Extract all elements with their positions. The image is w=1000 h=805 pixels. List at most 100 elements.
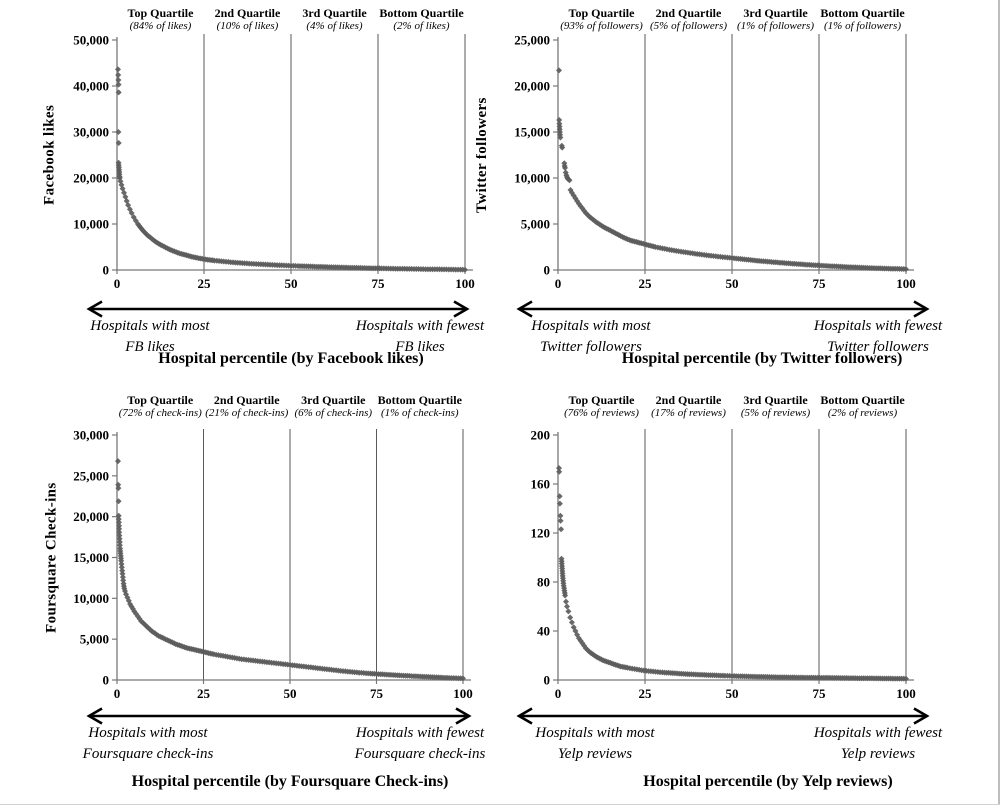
double-headed-arrow [86, 707, 472, 725]
scatter-plot: 0 40 80 120 160 200 0 25 50 75 100 [531, 428, 916, 702]
y-tick-label: 25,000 [514, 33, 550, 48]
arrow-head-left [516, 707, 533, 725]
data-markers [556, 67, 909, 273]
x-tick-label: 25 [639, 276, 653, 291]
quartile-note: (4% of likes) [306, 20, 363, 33]
y-tick-label: 0 [103, 673, 110, 688]
quartile-header-row: Top Quartile (84% of likes) 2nd Quartile(… [117, 6, 465, 34]
x-tick-label: 0 [555, 686, 562, 701]
y-axis-title: Twitter followers [476, 97, 489, 213]
panel-foursquare-checkins: Top Quartile (72% of check-ins) 2nd Quart… [0, 385, 500, 805]
quartile-cell: 2nd Quartile (21% of check-ins) [204, 393, 291, 421]
quartile-cell: Top Quartile (72% of check-ins) [117, 393, 204, 421]
y-tick-label: 15,000 [514, 125, 550, 140]
quartile-note: (84% of likes) [129, 20, 192, 33]
quartile-note: (1% of check-ins) [380, 407, 459, 420]
quartile-label: Bottom Quartile [377, 393, 462, 407]
x-tick-label: 75 [370, 686, 384, 701]
x-axis-title: Hospital percentile (by Yelp reviews) [643, 773, 893, 790]
arrow-head-right [455, 707, 472, 725]
quartile-label: Top Quartile [127, 393, 194, 407]
quartile-label: 3rd Quartile [743, 6, 808, 20]
quartile-cell: 3rd Quartile (4% of likes) [291, 6, 378, 34]
arrow-label-left: Hospitals with most FB likes [90, 318, 210, 355]
quartile-note: (2% of reviews) [827, 407, 898, 420]
x-tick-label: 50 [284, 686, 297, 701]
x-tick-label: 50 [726, 276, 739, 291]
quartile-cell: 3rd Quartile (1% of followers) [732, 6, 819, 34]
quartile-note: (1% of followers) [737, 20, 814, 33]
arrow-label-right: Hospitals with fewest FB likes [355, 318, 485, 355]
arrow-head-right [453, 300, 470, 318]
quartile-note: (2% of likes) [393, 20, 450, 33]
quartile-label: 3rd Quartile [743, 393, 808, 407]
quartile-header-row: Top Quartile (72% of check-ins) 2nd Quart… [117, 393, 463, 421]
x-axis-title: Hospital percentile (by Foursquare Check… [131, 773, 449, 790]
quartile-cell: 3rd Quartile (5% of reviews) [732, 393, 819, 421]
panel-yelp-reviews: Top Quartile (76% of reviews) 2nd Quartil… [500, 385, 1000, 805]
quartile-label: Bottom Quartile [820, 6, 905, 20]
y-tick-label: 15,000 [73, 550, 109, 565]
quartile-cell: 2nd Quartile (10% of likes) [204, 6, 291, 34]
data-markers [115, 66, 468, 273]
y-tick-label: 0 [544, 263, 551, 278]
quartile-note: (21% of check-ins) [205, 407, 289, 420]
quartile-label: 3rd Quartile [301, 393, 366, 407]
quartile-label: Top Quartile [568, 6, 635, 20]
x-tick-label: 25 [197, 686, 211, 701]
arrow-head-left [516, 300, 533, 318]
y-tick-label: 25,000 [73, 468, 109, 483]
double-headed-arrow [516, 707, 930, 725]
x-tick-label: 100 [896, 276, 916, 291]
panel-twitter-followers: Top Quartile (93% of followers) 2nd Quart… [476, 0, 1000, 385]
x-tick-label: 75 [372, 276, 386, 291]
quartile-label: 2nd Quartile [214, 6, 281, 20]
arrow-label-left: Hospitals with most Twitter followers [531, 318, 651, 355]
quartile-cell: Bottom Quartile (1% of followers) [819, 6, 906, 34]
quartile-label: 2nd Quartile [655, 6, 722, 20]
x-tick-label: 100 [455, 276, 475, 291]
y-tick-label: 40 [537, 624, 550, 639]
quartile-header-row: Top Quartile (93% of followers) 2nd Quart… [558, 6, 906, 34]
double-headed-arrow [86, 300, 470, 318]
data-markers [115, 458, 466, 682]
quartile-note: (17% of reviews) [651, 407, 726, 420]
arrow-head-right [913, 300, 930, 318]
quartile-label: 3rd Quartile [302, 6, 367, 20]
arrow-head-left [86, 300, 103, 318]
y-tick-label: 5,000 [80, 632, 109, 647]
y-tick-label: 20,000 [73, 509, 109, 524]
double-headed-arrow [516, 300, 930, 318]
quartile-cell: 2nd Quartile (5% of followers) [645, 6, 732, 34]
quartile-cell: Bottom Quartile (2% of reviews) [819, 393, 906, 421]
y-tick-label: 50,000 [73, 33, 109, 48]
quartile-note: (6% of check-ins) [294, 407, 373, 420]
screen-edge-artifact [998, 0, 1000, 805]
x-tick-label: 0 [555, 276, 562, 291]
x-tick-label: 75 [813, 276, 827, 291]
quartile-note: (10% of likes) [216, 20, 279, 33]
y-tick-label: 30,000 [73, 428, 109, 443]
y-tick-label: 10,000 [73, 591, 109, 606]
quartile-note: (72% of check-ins) [118, 407, 202, 420]
quartile-label: Bottom Quartile [820, 393, 905, 407]
x-tick-label: 50 [285, 276, 298, 291]
quartile-cell: Top Quartile (93% of followers) [558, 6, 645, 34]
quartile-note: (1% of followers) [824, 20, 901, 33]
arrow-label-left: Hospitals with most Yelp reviews [535, 725, 655, 762]
y-tick-label: 160 [531, 477, 551, 492]
y-tick-label: 120 [531, 526, 551, 541]
y-tick-label: 10,000 [514, 171, 550, 186]
quartile-label: 2nd Quartile [213, 393, 280, 407]
x-tick-label: 100 [453, 686, 473, 701]
y-tick-label: 10,000 [73, 217, 109, 232]
quartile-label: 2nd Quartile [655, 393, 722, 407]
x-tick-label: 0 [114, 276, 121, 291]
x-tick-label: 100 [896, 686, 916, 701]
quartile-note: (5% of reviews) [740, 407, 811, 420]
arrow-label-right: Hospitals with fewest Yelp reviews [813, 725, 943, 762]
quartile-header-row: Top Quartile (76% of reviews) 2nd Quartil… [558, 393, 906, 421]
arrow-label-left: Hospitals with most Foursquare check-ins [82, 725, 214, 762]
y-tick-label: 0 [103, 263, 110, 278]
